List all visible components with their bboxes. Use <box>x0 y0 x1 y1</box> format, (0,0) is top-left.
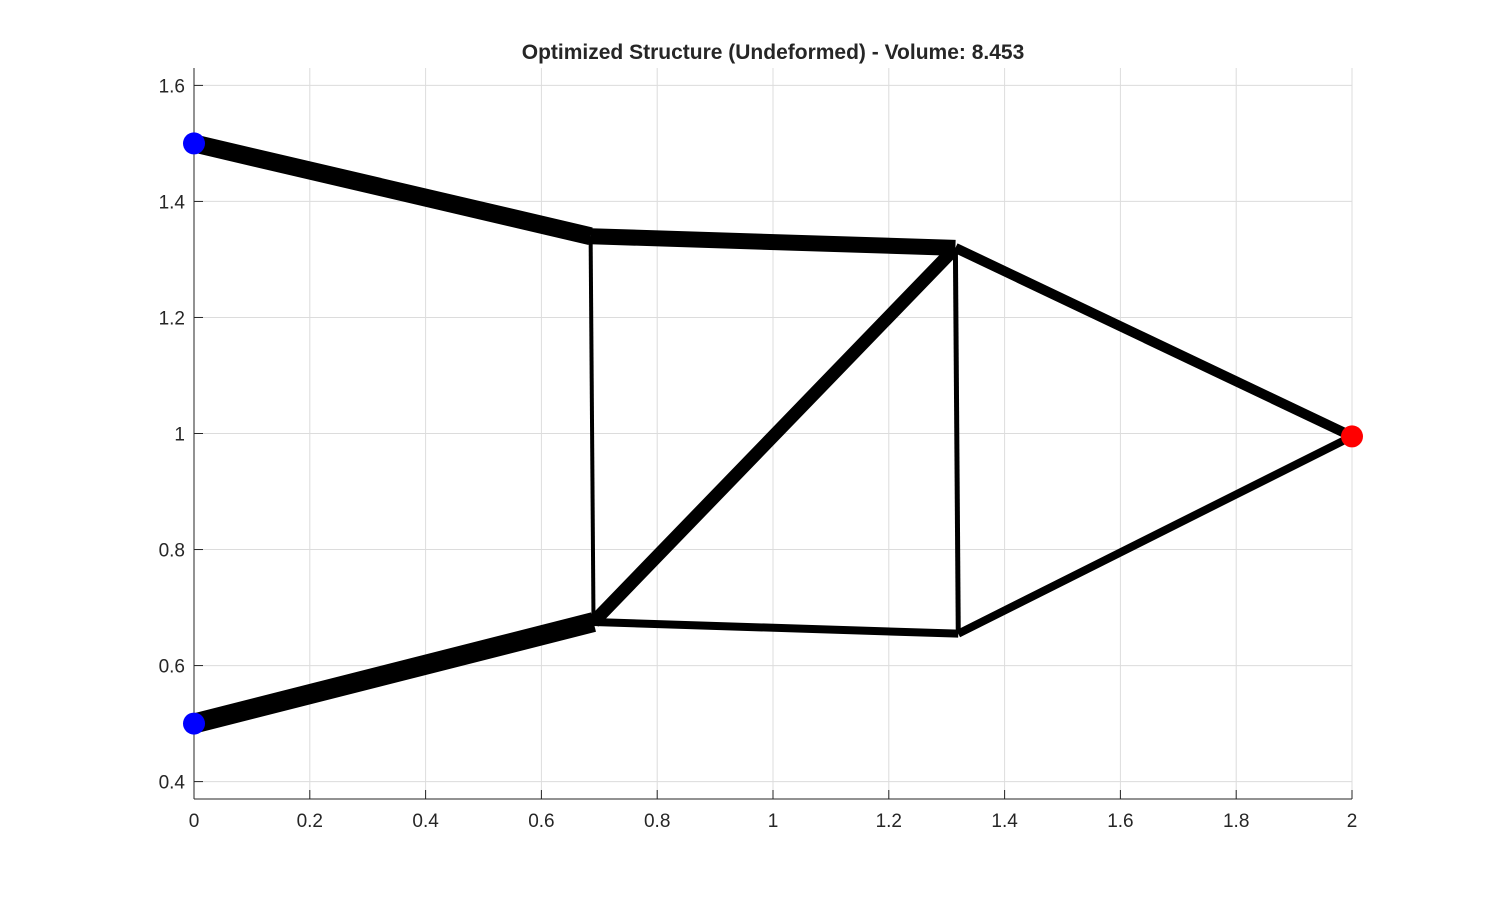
x-tick-label-7: 1.4 <box>991 811 1018 832</box>
y-tick-label-1: 0.6 <box>159 657 185 678</box>
grid <box>193 68 1353 799</box>
y-tick-label-4: 1.2 <box>159 308 185 329</box>
y-tick-label-5: 1.4 <box>159 192 186 213</box>
y-tick-label-6: 1.6 <box>159 76 185 97</box>
x-tick-label-6: 1.2 <box>876 811 902 832</box>
x-tick-label-8: 1.6 <box>1107 811 1133 832</box>
support-node-marker-N2 <box>183 712 205 735</box>
truss-member-N2-N5 <box>191 612 596 734</box>
truss-member-N3-N5 <box>588 236 596 623</box>
y-tick-label-2: 0.8 <box>159 541 185 562</box>
truss-member-N3-N4 <box>590 228 956 256</box>
truss-member-N5-N4 <box>588 243 961 627</box>
y-tick-label-3: 1 <box>174 425 185 446</box>
load-node-marker-N7 <box>1341 425 1363 448</box>
x-tick-label-9: 1.8 <box>1223 811 1249 832</box>
chart-title: Optimized Structure (Undeformed) - Volum… <box>522 41 1025 64</box>
truss-member-N4-N7 <box>953 243 1355 441</box>
axes: 0 0.2 0.4 0.6 0.8 1 1.2 1.4 1.6 1.8 2 0.4 0.6 0.8 1 1.2… <box>159 68 1358 832</box>
x-tick-label-4: 0.8 <box>644 811 670 832</box>
x-tick-label-2: 0.4 <box>412 811 439 832</box>
x-tick-label-0: 0 <box>189 811 200 832</box>
truss-member-N5-N6 <box>593 618 959 638</box>
x-tick-label-10: 2 <box>1347 811 1358 832</box>
node-markers <box>183 132 1363 735</box>
truss-member-N6-N7 <box>956 432 1354 638</box>
y-tick-label-0: 0.4 <box>159 773 186 794</box>
x-tick-label-3: 0.6 <box>528 811 554 832</box>
x-tick-label-1: 0.2 <box>297 811 323 832</box>
support-node-marker-N1 <box>183 132 205 155</box>
truss-member-N4-N6 <box>952 247 961 634</box>
x-tick-label-5: 1 <box>768 811 779 832</box>
truss-member-N1-N3 <box>191 134 593 246</box>
truss-members <box>191 134 1355 734</box>
